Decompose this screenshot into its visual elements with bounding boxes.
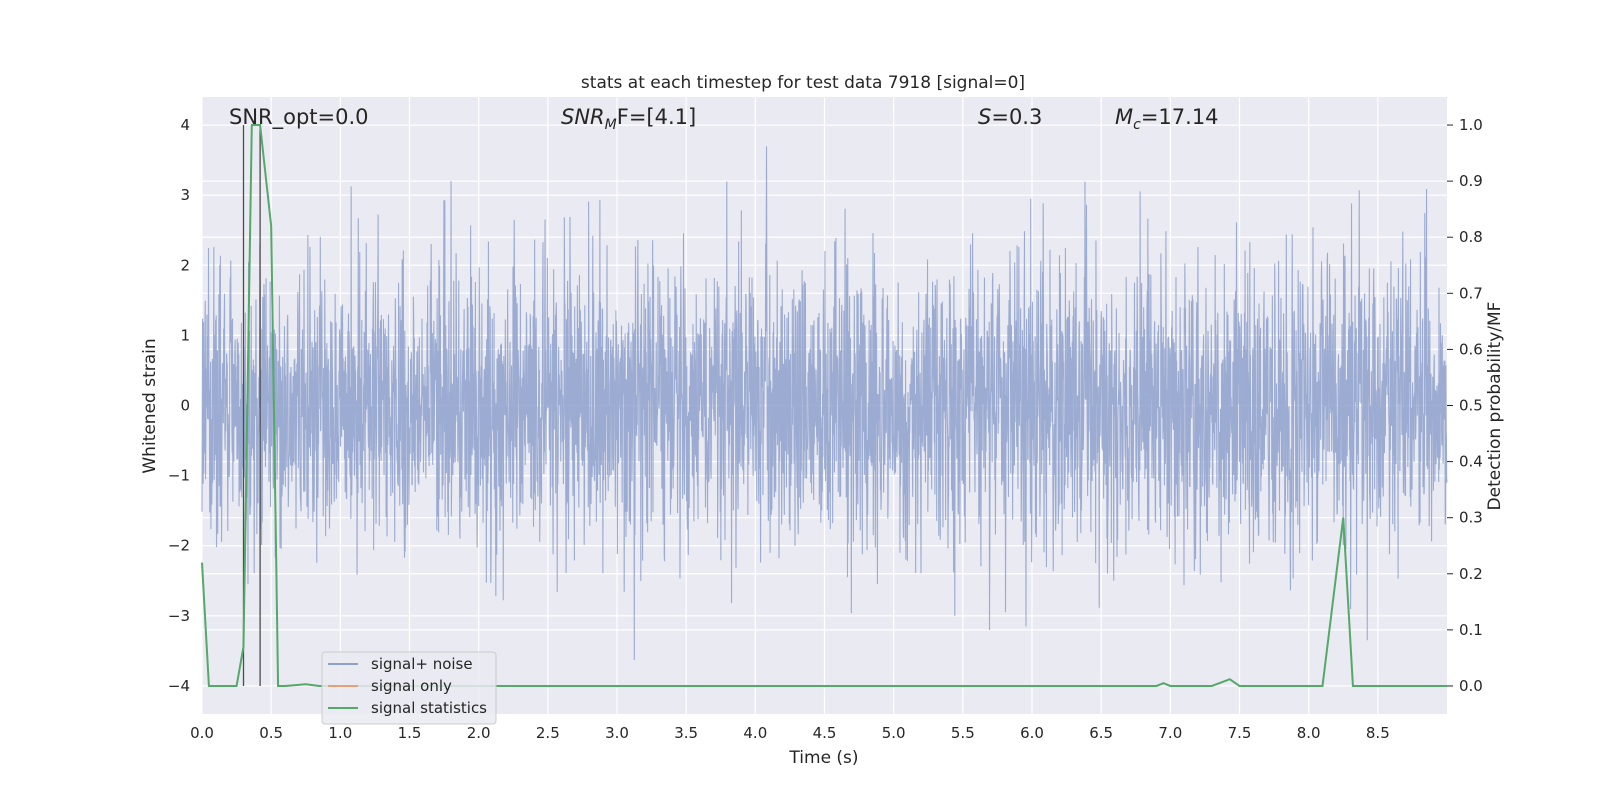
s-value: =0.3 (991, 105, 1042, 129)
y-tick-label: −2 (168, 537, 190, 555)
y-right-tick-label: 0.8 (1459, 228, 1483, 246)
y-tick-label: 4 (180, 116, 190, 134)
x-tick-label: 3.5 (674, 724, 698, 742)
y-right-axis-ticks: 0.0 0.1 0.2 0.3 0.4 0.5 0.6 0.7 0.8 0.9 1.0 (1447, 116, 1483, 695)
legend-label-signal-noise: signal+ noise (371, 655, 473, 673)
y-tick-label: 3 (180, 186, 190, 204)
snr-mf-label: SNR (561, 105, 605, 129)
y-right-tick-label: 0.6 (1459, 340, 1483, 358)
x-tick-label: 8.5 (1366, 724, 1390, 742)
mc-subscript: c (1133, 117, 1141, 133)
x-tick-label: 3.0 (605, 724, 629, 742)
x-tick-label: 4.0 (743, 724, 767, 742)
mc-value: =17.14 (1141, 105, 1219, 129)
y-tick-label: −1 (168, 467, 190, 485)
x-tick-label: 2.5 (536, 724, 560, 742)
signal-noise-series (201, 146, 1448, 660)
y-tick-label: 1 (180, 326, 190, 344)
x-tick-label: 7.5 (1228, 724, 1252, 742)
annotation-s: S=0.3 (978, 105, 1042, 129)
annotation-snr-mf: SNRMF=[4.1] (561, 105, 696, 133)
snr-mf-value: F=[4.1] (617, 105, 696, 129)
annotation-snr-opt: SNR_opt=0.0 (229, 105, 369, 130)
snr-mf-subscript: M (605, 117, 617, 133)
y-right-tick-label: 0.7 (1459, 284, 1483, 302)
legend-label-signal-only: signal only (371, 677, 452, 695)
y-right-tick-label: 0.3 (1459, 509, 1483, 527)
legend: signal+ noise signal only signal statist… (321, 651, 497, 725)
x-tick-label: 6.5 (1089, 724, 1113, 742)
y-tick-label: 0 (180, 397, 190, 415)
signal-noise-line (201, 146, 1448, 660)
x-tick-label: 0.5 (259, 724, 283, 742)
y-tick-label: −3 (168, 607, 190, 625)
y-axis-label: Whitened strain (140, 338, 160, 473)
x-tick-label: 1.0 (328, 724, 352, 742)
x-tick-label: 4.5 (813, 724, 837, 742)
x-tick-label: 5.5 (951, 724, 975, 742)
y-tick-label: −4 (168, 677, 190, 695)
y-right-tick-label: 1.0 (1459, 116, 1483, 134)
y-right-tick-label: 0.9 (1459, 172, 1483, 190)
x-tick-label: 1.5 (398, 724, 422, 742)
legend-box (321, 651, 497, 725)
y-right-tick-label: 0.1 (1459, 621, 1483, 639)
chart-title: stats at each timestep for test data 791… (581, 73, 1025, 93)
annotation-mc: Mc=17.14 (1115, 105, 1219, 133)
x-tick-label: 7.0 (1158, 724, 1182, 742)
y-right-tick-label: 0.2 (1459, 565, 1483, 583)
x-tick-label: 0.0 (190, 724, 214, 742)
x-tick-label: 2.0 (467, 724, 491, 742)
mc-label: M (1115, 105, 1133, 129)
y-right-tick-label: 0.0 (1459, 677, 1483, 695)
x-tick-label: 6.0 (1020, 724, 1044, 742)
y-right-tick-label: 0.4 (1459, 453, 1483, 471)
y-tick-label: 2 (180, 256, 190, 274)
x-axis-label: Time (s) (788, 748, 858, 768)
s-label: S (978, 105, 991, 129)
y-axis-ticks: −4 −3 −2 −1 0 1 2 3 4 (168, 116, 190, 695)
x-tick-label: 8.0 (1297, 724, 1321, 742)
x-tick-label: 5.0 (882, 724, 906, 742)
x-axis-ticks: 0.0 0.5 1.0 1.5 2.0 2.5 3.0 3.5 4.0 4.5 5.0 5.5 6.0 6… (190, 724, 1390, 742)
legend-label-signal-statistics: signal statistics (371, 699, 487, 717)
y-right-tick-label: 0.5 (1459, 397, 1483, 415)
y-right-axis-label: Detection probability/MF (1485, 302, 1505, 511)
